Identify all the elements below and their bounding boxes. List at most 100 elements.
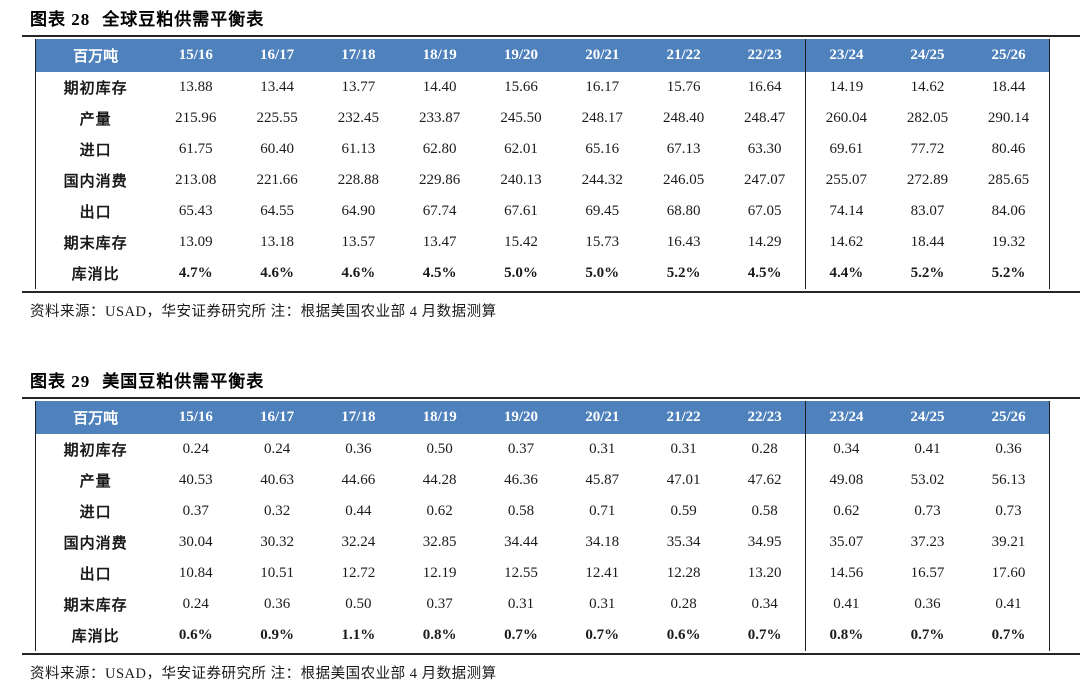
table-row: 出口 10.84 10.51 12.72 12.19 12.55 12.41 12.28 13.… — [35, 558, 1050, 589]
row-label: 产量 — [35, 465, 156, 496]
global-balance-table: 百万吨 15/16 16/17 17/18 18/19 19/20 20/21 21/22 22… — [35, 39, 1050, 289]
value-cell: 32.24 — [317, 527, 400, 558]
value-cell: 0.7% — [886, 620, 969, 651]
value-cell: 65.43 — [155, 196, 237, 227]
value-cell: 4.4% — [805, 258, 887, 289]
year-header: 20/21 — [561, 39, 643, 72]
table-row: 出口 65.43 64.55 64.90 67.74 67.61 69.45 68.80 67.… — [35, 196, 1050, 227]
value-cell: 0.62 — [399, 496, 481, 527]
value-cell: 80.46 — [968, 134, 1050, 165]
value-cell: 35.34 — [642, 527, 725, 558]
value-cell: 14.40 — [399, 72, 481, 103]
row-label: 期末库存 — [35, 589, 156, 620]
value-cell: 0.34 — [805, 434, 887, 465]
value-cell: 5.2% — [886, 258, 969, 289]
table-row: 期末库存 0.24 0.36 0.50 0.37 0.31 0.31 0.28 0.34 0.41… — [35, 589, 1050, 620]
value-cell: 62.80 — [399, 134, 481, 165]
year-header: 15/16 — [155, 39, 237, 72]
value-cell: 0.36 — [886, 589, 969, 620]
value-cell: 0.50 — [399, 434, 481, 465]
value-cell: 4.5% — [399, 258, 481, 289]
value-cell: 0.50 — [317, 589, 400, 620]
value-cell: 213.08 — [155, 165, 237, 196]
value-cell: 0.28 — [724, 434, 806, 465]
value-cell: 67.74 — [399, 196, 481, 227]
value-cell: 260.04 — [805, 103, 887, 134]
row-label: 进口 — [35, 496, 156, 527]
value-cell: 40.63 — [236, 465, 318, 496]
value-cell: 45.87 — [561, 465, 643, 496]
value-cell: 68.80 — [642, 196, 725, 227]
year-header: 21/22 — [642, 401, 725, 434]
table-row: 期末库存 13.09 13.18 13.57 13.47 15.42 15.73 16.43 1… — [35, 227, 1050, 258]
row-label: 出口 — [35, 558, 156, 589]
value-cell: 232.45 — [317, 103, 400, 134]
row-label: 库消比 — [35, 258, 156, 289]
value-cell: 77.72 — [886, 134, 969, 165]
value-cell: 255.07 — [805, 165, 887, 196]
value-cell: 233.87 — [399, 103, 481, 134]
value-cell: 228.88 — [317, 165, 400, 196]
value-cell: 0.24 — [155, 589, 237, 620]
row-label: 期初库存 — [35, 72, 156, 103]
value-cell: 44.28 — [399, 465, 481, 496]
value-cell: 67.13 — [642, 134, 725, 165]
year-header: 18/19 — [399, 401, 481, 434]
table-row: 期初库存 13.88 13.44 13.77 14.40 15.66 16.17 15.76 1… — [35, 72, 1050, 103]
value-cell: 37.23 — [886, 527, 969, 558]
value-cell: 5.0% — [480, 258, 562, 289]
value-cell: 247.07 — [724, 165, 806, 196]
value-cell: 64.55 — [236, 196, 318, 227]
value-cell: 13.44 — [236, 72, 318, 103]
value-cell: 221.66 — [236, 165, 318, 196]
value-cell: 40.53 — [155, 465, 237, 496]
row-label: 进口 — [35, 134, 156, 165]
value-cell: 248.47 — [724, 103, 806, 134]
value-cell: 0.73 — [886, 496, 969, 527]
value-cell: 0.8% — [805, 620, 887, 651]
value-cell: 67.61 — [480, 196, 562, 227]
value-cell: 53.02 — [886, 465, 969, 496]
value-cell: 246.05 — [642, 165, 725, 196]
value-cell: 0.58 — [480, 496, 562, 527]
header-row: 百万吨 15/16 16/17 17/18 18/19 19/20 20/21 21/22 22… — [35, 401, 1050, 434]
value-cell: 69.61 — [805, 134, 887, 165]
value-cell: 69.45 — [561, 196, 643, 227]
year-header: 15/16 — [155, 401, 237, 434]
value-cell: 0.6% — [642, 620, 725, 651]
value-cell: 0.44 — [317, 496, 400, 527]
value-cell: 0.31 — [480, 589, 562, 620]
value-cell: 47.62 — [724, 465, 806, 496]
year-header: 21/22 — [642, 39, 725, 72]
table-row: 库消比 4.7% 4.6% 4.6% 4.5% 5.0% 5.0% 5.2% 4.5% 4.4% 5… — [35, 258, 1050, 289]
value-cell: 15.76 — [642, 72, 725, 103]
year-header: 25/26 — [968, 401, 1050, 434]
value-cell: 13.20 — [724, 558, 806, 589]
value-cell: 14.62 — [805, 227, 887, 258]
value-cell: 30.32 — [236, 527, 318, 558]
value-cell: 16.17 — [561, 72, 643, 103]
value-cell: 44.66 — [317, 465, 400, 496]
value-cell: 34.18 — [561, 527, 643, 558]
value-cell: 30.04 — [155, 527, 237, 558]
value-cell: 12.55 — [480, 558, 562, 589]
figure-title-text: 美国豆粕供需平衡表 — [102, 372, 265, 391]
value-cell: 60.40 — [236, 134, 318, 165]
value-cell: 0.41 — [886, 434, 969, 465]
year-header: 17/18 — [317, 39, 400, 72]
value-cell: 1.1% — [317, 620, 400, 651]
value-cell: 282.05 — [886, 103, 969, 134]
year-header: 20/21 — [561, 401, 643, 434]
value-cell: 215.96 — [155, 103, 237, 134]
value-cell: 32.85 — [399, 527, 481, 558]
value-cell: 244.32 — [561, 165, 643, 196]
unit-header: 百万吨 — [35, 39, 156, 72]
value-cell: 14.29 — [724, 227, 806, 258]
value-cell: 34.44 — [480, 527, 562, 558]
value-cell: 56.13 — [968, 465, 1050, 496]
row-label: 期初库存 — [35, 434, 156, 465]
value-cell: 0.28 — [642, 589, 725, 620]
year-header: 22/23 — [724, 401, 806, 434]
value-cell: 13.88 — [155, 72, 237, 103]
